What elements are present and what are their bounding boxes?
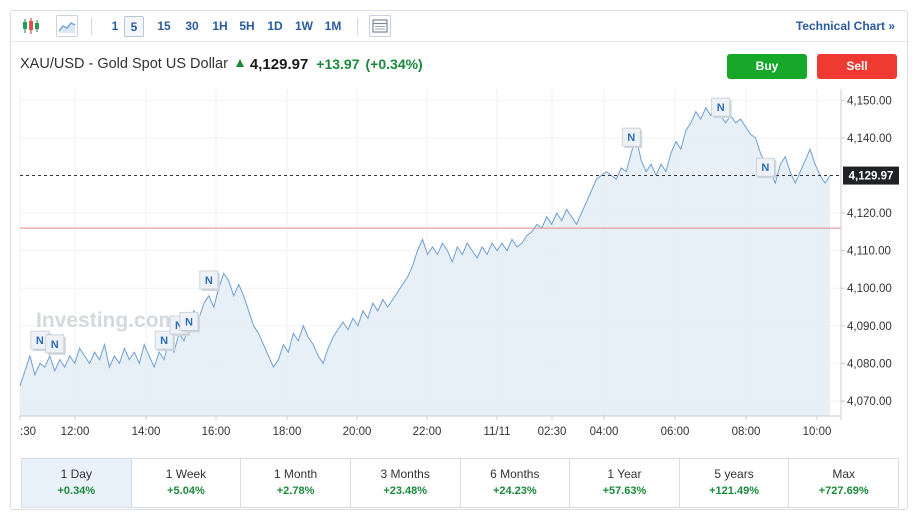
x-tick-label: 11/11 (483, 426, 510, 438)
y-tick-label: 4,070.00 (847, 396, 892, 408)
news-marker (179, 311, 199, 331)
period-label: 1 Month (273, 467, 318, 481)
chart-widget: 1 5 15 30 1H 5H 1D 1W 1M Technical Chart » XAU/U… (10, 10, 908, 510)
period-label: 5 years (714, 467, 754, 481)
price-area-fill (20, 107, 830, 417)
period-tab[interactable]: 1 Week +5.04% (132, 459, 242, 507)
instrument-name: XAU/USD - Gold Spot US Dollar (20, 56, 228, 72)
timeframe-5[interactable]: 5 (124, 16, 144, 37)
period-change: +727.69% (818, 485, 869, 497)
news-marker-label: N (717, 102, 725, 114)
sell-button[interactable]: Sell (817, 54, 897, 79)
timeframe-1d[interactable]: 1D (267, 19, 283, 33)
y-tick-label: 4,080.00 (847, 358, 892, 370)
x-tick-label: 02:30 (538, 426, 567, 438)
news-marker-label: N (160, 335, 168, 347)
timeframe-1h[interactable]: 1H (212, 19, 228, 33)
period-change: +0.34% (57, 485, 96, 497)
period-tab[interactable]: Max +727.69% (789, 459, 898, 507)
timeframe-1[interactable]: 1 (111, 19, 119, 33)
instrument-header: XAU/USD - Gold Spot US Dollar 4,129.97 +… (20, 54, 429, 74)
price-change: +13.97 (316, 56, 360, 72)
period-tab[interactable]: 5 years +121.49% (680, 459, 790, 507)
period-change: +121.49% (709, 485, 759, 497)
x-tick-label: :30 (20, 426, 36, 438)
y-tick-label: 4,150.00 (847, 95, 892, 107)
timeframe-30[interactable]: 30 (185, 19, 199, 33)
last-price-badge (843, 166, 899, 185)
news-marker (154, 330, 174, 350)
period-tab[interactable]: 1 Day +0.34% (22, 459, 132, 507)
period-change: +5.04% (167, 485, 205, 497)
timeframe-1w[interactable]: 1W (295, 19, 313, 33)
watermark-text: Investing.com (36, 309, 177, 332)
x-tick-label: 06:00 (661, 426, 690, 438)
news-marker-label: N (36, 335, 44, 347)
x-tick-label: 14:00 (132, 426, 161, 438)
chart-toolbar: 1 5 15 30 1H 5H 1D 1W 1M Technical Chart » (11, 11, 907, 42)
price-change-percent: (+0.34%) (365, 56, 423, 72)
period-label: Max (832, 467, 856, 481)
x-tick-label: 04:00 (590, 426, 619, 438)
last-price-label: 4,129.97 (849, 171, 894, 183)
area-chart-icon[interactable] (56, 15, 78, 37)
news-marker (199, 270, 219, 290)
period-tab[interactable]: 1 Month +2.78% (241, 459, 351, 507)
period-label: 3 Months (380, 467, 430, 481)
x-tick-label: 20:00 (343, 426, 372, 438)
period-label: 1 Week (165, 467, 207, 481)
toolbar-divider (357, 18, 358, 35)
news-marker-label: N (51, 339, 59, 351)
timeframe-15[interactable]: 15 (157, 19, 171, 33)
y-tick-label: 4,120.00 (847, 208, 892, 220)
candlestick-icon[interactable] (20, 15, 42, 37)
news-marker-label: N (627, 132, 635, 144)
news-marker (711, 97, 731, 117)
period-label: 1 Day (60, 467, 92, 481)
news-marker (755, 157, 775, 177)
news-marker (45, 334, 65, 354)
last-price: 4,129.97 (249, 55, 309, 73)
news-marker (621, 127, 641, 147)
news-marker-label: N (761, 162, 769, 174)
table-view-icon[interactable] (369, 15, 391, 37)
technical-chart-link[interactable]: Technical Chart » (795, 19, 895, 33)
period-label: 1 Year (607, 467, 642, 481)
news-marker-label: N (205, 275, 213, 287)
buy-button[interactable]: Buy (727, 54, 807, 79)
x-tick-label: 16:00 (202, 426, 231, 438)
x-tick-label: 12:00 (61, 426, 90, 438)
period-tab[interactable]: 1 Year +57.63% (570, 459, 680, 507)
period-tab[interactable]: 3 Months +23.48% (351, 459, 461, 507)
period-label: 6 Months (490, 467, 540, 481)
toolbar-divider (91, 18, 92, 35)
period-change: +2.78% (276, 485, 315, 497)
x-tick-label: 18:00 (273, 426, 302, 438)
price-line (19, 106, 831, 387)
news-marker-label: N (175, 320, 183, 332)
x-tick-label: 22:00 (413, 426, 442, 438)
period-change: +23.48% (383, 485, 428, 497)
y-tick-label: 4,140.00 (847, 133, 892, 145)
timeframe-1m[interactable]: 1M (324, 19, 342, 33)
y-tick-label: 4,100.00 (847, 283, 892, 295)
y-tick-label: 4,090.00 (847, 321, 892, 333)
period-change: +57.63% (602, 485, 647, 497)
performance-periods: 1 Day +0.34% 1 Week +5.04% 1 Month +2.78% 3 Mo… (21, 458, 899, 508)
y-tick-label: 4,110.00 (847, 246, 891, 258)
news-marker-label: N (185, 316, 193, 328)
timeframe-5h[interactable]: 5H (239, 19, 255, 33)
x-tick-label: 10:00 (803, 426, 832, 438)
x-tick-label: 08:00 (732, 426, 761, 438)
period-tab[interactable]: 6 Months +24.23% (461, 459, 571, 507)
up-arrow-icon (235, 59, 244, 67)
period-change: +24.23% (492, 485, 537, 497)
